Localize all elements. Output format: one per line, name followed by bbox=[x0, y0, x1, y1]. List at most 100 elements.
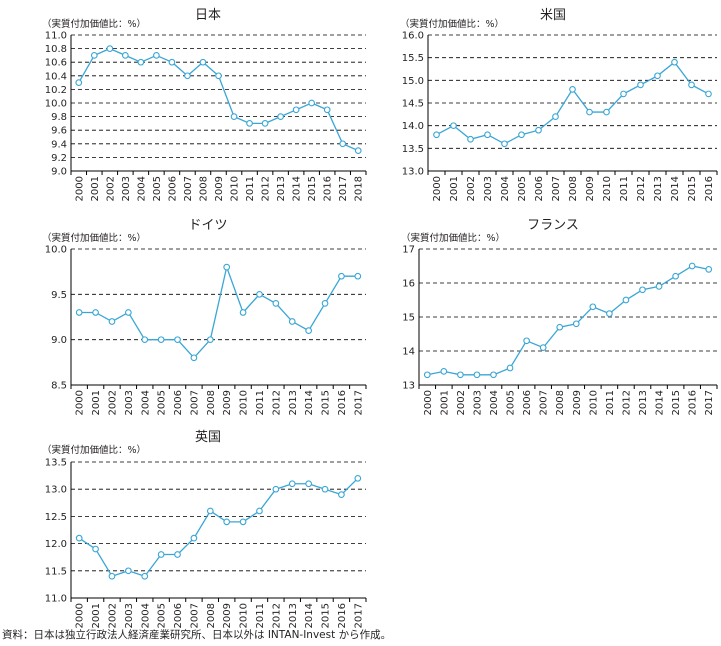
y-axis-label: （実質付加価値比：%） bbox=[42, 444, 146, 456]
x-tick-label: 2001 bbox=[90, 176, 101, 201]
x-tick-label: 2005 bbox=[157, 390, 168, 415]
x-tick-label: 2017 bbox=[353, 603, 364, 628]
y-tick-label: 14.5 bbox=[402, 99, 424, 110]
y-tick-label: 15.0 bbox=[402, 76, 424, 87]
x-tick-label: 2004 bbox=[140, 390, 151, 415]
data-point bbox=[433, 131, 440, 139]
data-point bbox=[506, 364, 514, 372]
data-point bbox=[688, 81, 695, 89]
x-tick-label: 2012 bbox=[271, 390, 282, 415]
data-point bbox=[168, 58, 176, 66]
x-tick-label: 2015 bbox=[671, 390, 682, 415]
x-tick-label: 2002 bbox=[107, 603, 118, 628]
data-point bbox=[125, 309, 132, 316]
data-point bbox=[339, 140, 347, 148]
x-tick-label: 2013 bbox=[638, 390, 649, 415]
data-point bbox=[153, 52, 160, 59]
x-tick-label: 2004 bbox=[140, 603, 151, 628]
y-tick-label: 9.4 bbox=[51, 139, 67, 150]
data-point bbox=[354, 474, 362, 482]
y-tick-label: 11.0 bbox=[45, 594, 67, 605]
data-point bbox=[157, 551, 165, 558]
x-tick-label: 2001 bbox=[91, 390, 102, 415]
x-tick-label: 2002 bbox=[107, 390, 118, 415]
x-tick-label: 2018 bbox=[354, 176, 365, 201]
chart-title: フランス bbox=[527, 218, 579, 233]
chart-3: ドイツ （実質付加価値比：%） 8.5 9.0 9.5 10.0 2000 2001 2002 2… bbox=[42, 218, 367, 415]
x-tick-label: 2010 bbox=[239, 603, 250, 628]
y-tick-label: 16 bbox=[402, 279, 415, 290]
x-tick-label: 2000 bbox=[75, 603, 86, 628]
y-tick-label: 13.5 bbox=[402, 144, 424, 155]
data-point bbox=[639, 286, 646, 294]
data-point bbox=[338, 272, 345, 280]
x-tick-label: 2006 bbox=[173, 390, 184, 415]
series-line bbox=[427, 265, 709, 376]
data-point bbox=[106, 45, 114, 52]
data-point bbox=[246, 120, 253, 127]
x-tick-label: 2011 bbox=[619, 176, 630, 201]
x-tick-label: 2005 bbox=[506, 390, 517, 415]
data-point bbox=[174, 336, 181, 344]
x-tick-label: 2005 bbox=[157, 603, 168, 628]
x-tick-label: 2011 bbox=[255, 390, 266, 415]
x-tick-label: 2014 bbox=[670, 176, 681, 201]
data-point bbox=[655, 283, 663, 290]
series-line bbox=[78, 47, 359, 152]
chart-1: 日本 （実質付加価値比：%） 9.0 9.2 9.4 9.6 9.8 10.0 10.2 10.4… bbox=[42, 8, 367, 201]
x-tick-label: 2000 bbox=[75, 390, 86, 415]
data-point bbox=[523, 337, 530, 345]
chart-title: ドイツ bbox=[188, 218, 227, 233]
x-tick-label: 2014 bbox=[304, 603, 315, 628]
x-tick-label: 2007 bbox=[189, 603, 200, 628]
y-tick-label: 11.0 bbox=[45, 31, 67, 42]
y-tick-label: 9.6 bbox=[51, 126, 67, 137]
data-point bbox=[157, 336, 165, 344]
x-tick-label: 2001 bbox=[449, 176, 460, 201]
x-tick-label: 2009 bbox=[214, 176, 225, 201]
data-point bbox=[321, 300, 329, 307]
x-tick-label: 2012 bbox=[621, 390, 632, 415]
data-point bbox=[518, 131, 525, 139]
x-tick-label: 2002 bbox=[466, 176, 477, 201]
x-tick-label: 2016 bbox=[337, 390, 348, 415]
x-tick-label: 2017 bbox=[704, 390, 715, 415]
data-point bbox=[467, 135, 474, 143]
data-point bbox=[190, 354, 198, 362]
data-point bbox=[354, 147, 362, 154]
x-tick-label: 2013 bbox=[288, 390, 299, 415]
data-point bbox=[108, 572, 116, 580]
x-tick-label: 2003 bbox=[483, 176, 494, 201]
data-point bbox=[423, 371, 431, 379]
x-tick-label: 2010 bbox=[602, 176, 613, 201]
data-point bbox=[75, 79, 83, 86]
data-point bbox=[323, 106, 331, 114]
data-point bbox=[556, 323, 564, 331]
y-tick-label: 10.4 bbox=[45, 71, 67, 82]
series-line bbox=[78, 477, 359, 578]
y-axis-label: （実質付加価値比：%） bbox=[42, 18, 146, 30]
y-tick-label: 13.0 bbox=[45, 485, 67, 496]
y-axis-label: （実質付加価値比：%） bbox=[401, 232, 505, 244]
data-point bbox=[261, 120, 269, 127]
x-tick-label: 2015 bbox=[321, 603, 332, 628]
y-tick-label: 15.5 bbox=[402, 53, 424, 64]
x-tick-label: 2014 bbox=[304, 390, 315, 415]
x-tick-label: 2017 bbox=[338, 176, 349, 201]
x-tick-label: 2009 bbox=[585, 176, 596, 201]
y-axis-label: （実質付加価値比：%） bbox=[400, 18, 504, 30]
y-tick-label: 10.0 bbox=[45, 245, 67, 256]
data-point bbox=[75, 309, 83, 316]
y-tick-label: 9.2 bbox=[51, 153, 67, 164]
y-tick-label: 12.0 bbox=[45, 539, 67, 550]
x-tick-label: 2015 bbox=[687, 176, 698, 201]
x-tick-label: 2011 bbox=[605, 390, 616, 415]
x-tick-label: 2007 bbox=[183, 176, 194, 201]
x-tick-label: 2012 bbox=[261, 176, 272, 201]
x-tick-label: 2016 bbox=[337, 603, 348, 628]
chart-5: 英国 （実質付加価値比：%） 11.0 11.5 12.0 12.5 13.0 13.5 200… bbox=[42, 430, 367, 628]
data-point bbox=[277, 113, 284, 120]
x-tick-label: 2011 bbox=[245, 176, 256, 201]
x-tick-label: 2007 bbox=[189, 390, 200, 415]
x-tick-label: 2000 bbox=[423, 390, 434, 415]
